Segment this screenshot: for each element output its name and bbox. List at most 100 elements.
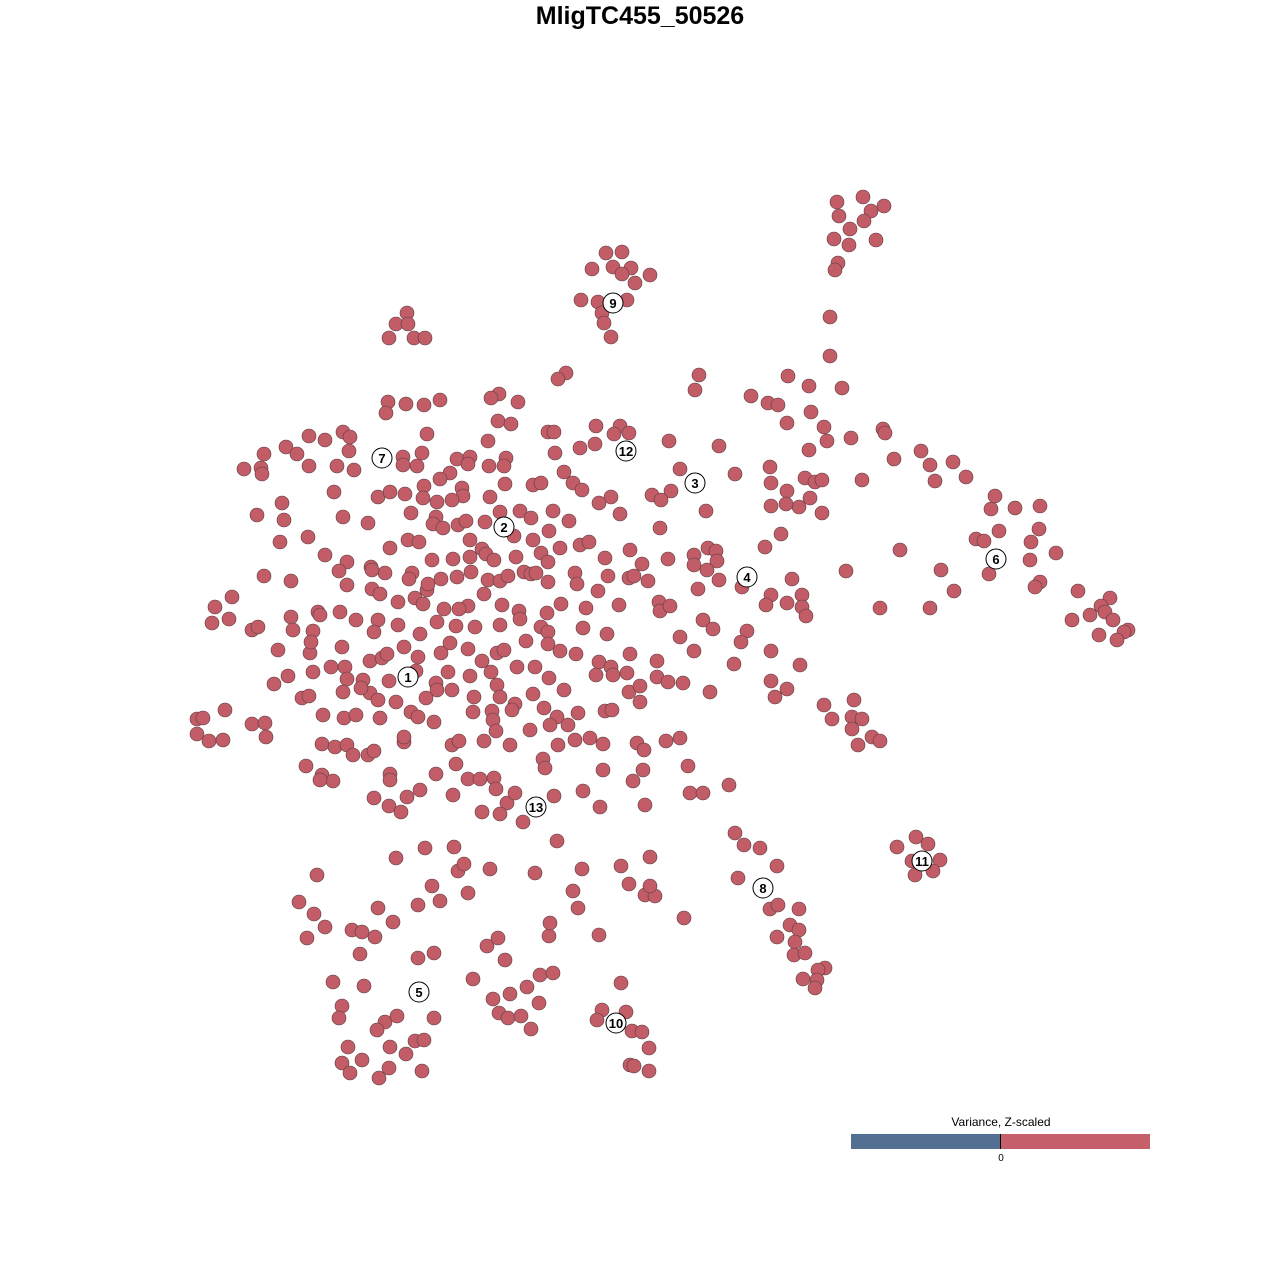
data-point bbox=[362, 653, 378, 669]
cluster-label-badge bbox=[525, 796, 547, 818]
data-point bbox=[323, 659, 339, 675]
data-point bbox=[523, 1021, 539, 1037]
data-point bbox=[489, 677, 505, 693]
data-point bbox=[416, 397, 432, 413]
data-point bbox=[584, 261, 600, 277]
data-point bbox=[691, 367, 707, 383]
data-point bbox=[460, 885, 476, 901]
data-point bbox=[289, 446, 305, 462]
data-point bbox=[309, 867, 325, 883]
data-point bbox=[401, 571, 417, 587]
data-point bbox=[682, 785, 698, 801]
data-point bbox=[342, 429, 358, 445]
data-point bbox=[312, 607, 328, 623]
data-point bbox=[572, 440, 588, 456]
data-point bbox=[445, 551, 461, 567]
data-point bbox=[546, 788, 562, 804]
data-point bbox=[854, 472, 870, 488]
data-point bbox=[552, 540, 568, 556]
data-point bbox=[726, 656, 742, 672]
data-point bbox=[695, 612, 711, 628]
data-point bbox=[280, 668, 296, 684]
data-point bbox=[872, 733, 888, 749]
data-point bbox=[575, 620, 591, 636]
data-point bbox=[767, 689, 783, 705]
data-point bbox=[465, 971, 481, 987]
data-point bbox=[672, 629, 688, 645]
data-point bbox=[1109, 632, 1125, 648]
data-point bbox=[382, 540, 398, 556]
data-point bbox=[429, 682, 445, 698]
data-point bbox=[432, 471, 448, 487]
data-point bbox=[256, 446, 272, 462]
data-point bbox=[426, 945, 442, 961]
data-point bbox=[846, 692, 862, 708]
data-point bbox=[317, 432, 333, 448]
data-point bbox=[763, 475, 779, 491]
data-point bbox=[658, 733, 674, 749]
cluster-label-badge bbox=[911, 850, 933, 872]
data-point bbox=[568, 646, 584, 662]
data-point bbox=[442, 635, 458, 651]
data-point bbox=[736, 837, 752, 853]
data-point bbox=[336, 710, 352, 726]
data-point bbox=[403, 505, 419, 521]
data-point bbox=[360, 515, 376, 531]
data-point bbox=[525, 686, 541, 702]
data-point bbox=[352, 946, 368, 962]
data-point bbox=[490, 413, 506, 429]
data-point bbox=[687, 382, 703, 398]
data-point bbox=[614, 244, 630, 260]
data-point bbox=[541, 523, 557, 539]
data-point bbox=[432, 392, 448, 408]
data-point bbox=[591, 927, 607, 943]
data-point bbox=[536, 700, 552, 716]
data-point bbox=[814, 472, 830, 488]
data-point bbox=[496, 642, 512, 658]
data-point bbox=[763, 673, 779, 689]
legend-title: Variance, Z-scaled bbox=[951, 1115, 1051, 1129]
data-point bbox=[958, 469, 974, 485]
data-point bbox=[353, 680, 369, 696]
data-point bbox=[527, 659, 543, 675]
data-point bbox=[625, 773, 641, 789]
data-point bbox=[415, 596, 431, 612]
data-point bbox=[587, 436, 603, 452]
data-point bbox=[270, 642, 286, 658]
cluster-label-badge bbox=[602, 292, 624, 314]
data-point bbox=[795, 971, 811, 987]
data-point bbox=[507, 785, 523, 801]
cluster-label-badge bbox=[684, 472, 706, 494]
cluster-label-badge bbox=[615, 440, 637, 462]
data-point bbox=[272, 534, 288, 550]
data-point bbox=[497, 952, 513, 968]
data-point bbox=[502, 986, 518, 1002]
data-point bbox=[340, 1039, 356, 1055]
data-point bbox=[400, 316, 416, 332]
data-point bbox=[599, 626, 615, 642]
data-point bbox=[334, 1055, 350, 1071]
cluster-label-badge bbox=[736, 566, 758, 588]
data-point bbox=[1105, 612, 1121, 628]
data-point bbox=[327, 739, 343, 755]
cluster-label-text: 13 bbox=[529, 800, 543, 815]
data-point bbox=[560, 717, 576, 733]
data-point bbox=[393, 804, 409, 820]
data-point bbox=[838, 563, 854, 579]
data-point bbox=[396, 639, 412, 655]
data-point bbox=[653, 492, 669, 508]
data-point bbox=[569, 576, 585, 592]
data-point bbox=[531, 995, 547, 1011]
data-point bbox=[779, 415, 795, 431]
data-point bbox=[370, 900, 386, 916]
data-point bbox=[787, 934, 803, 950]
data-point bbox=[791, 499, 807, 515]
data-point bbox=[932, 852, 948, 868]
data-point bbox=[1048, 545, 1064, 561]
data-point bbox=[482, 489, 498, 505]
data-point bbox=[784, 571, 800, 587]
data-point bbox=[329, 458, 345, 474]
data-point bbox=[337, 659, 353, 675]
data-point bbox=[388, 694, 404, 710]
